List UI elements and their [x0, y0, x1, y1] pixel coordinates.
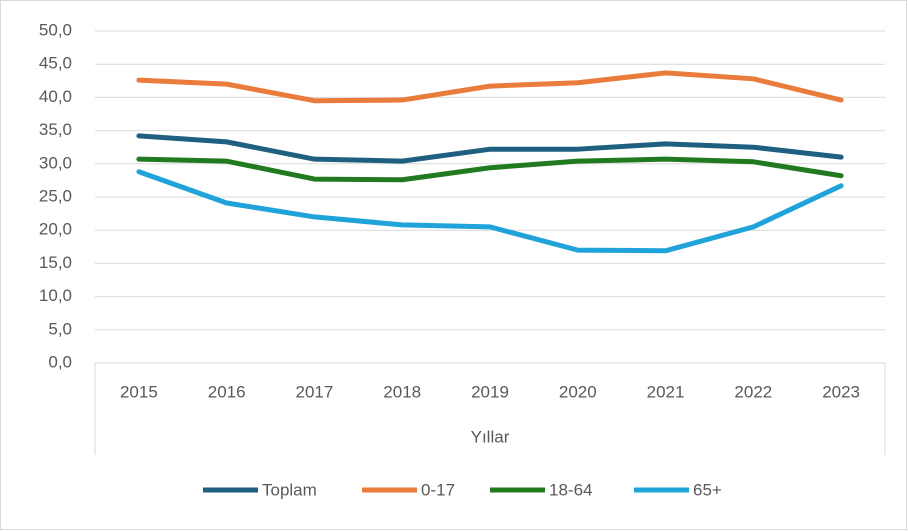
y-tick-label: 10,0 [39, 286, 72, 305]
y-tick-label: 0,0 [48, 352, 72, 371]
x-tick-label: 2018 [383, 382, 421, 401]
y-tick-label: 50,0 [39, 20, 72, 39]
x-axis-title: Yıllar [471, 427, 510, 446]
x-tick-label: 2016 [208, 382, 246, 401]
x-tick-label: 2023 [822, 382, 860, 401]
x-tick-label: 2019 [471, 382, 509, 401]
series-line [136, 70, 844, 104]
y-tick-label: 30,0 [39, 153, 72, 172]
legend-label: 18-64 [549, 480, 592, 499]
series-line [136, 169, 844, 254]
legend-label: Toplam [262, 480, 317, 499]
legend-label: 0-17 [421, 480, 455, 499]
y-tick-label: 35,0 [39, 120, 72, 139]
y-tick-label: 40,0 [39, 87, 72, 106]
y-tick-label: 15,0 [39, 253, 72, 272]
x-tick-label: 2021 [647, 382, 685, 401]
y-tick-label: 20,0 [39, 220, 72, 239]
y-tick-label: 25,0 [39, 186, 72, 205]
legend-label: 65+ [693, 480, 722, 499]
y-tick-label: 45,0 [39, 54, 72, 73]
x-tick-label: 2022 [734, 382, 772, 401]
series-line [136, 156, 844, 183]
x-tick-label: 2015 [120, 382, 158, 401]
y-tick-label: 5,0 [48, 319, 72, 338]
series-line [136, 133, 844, 164]
x-tick-label: 2017 [296, 382, 334, 401]
x-tick-label: 2020 [559, 382, 597, 401]
